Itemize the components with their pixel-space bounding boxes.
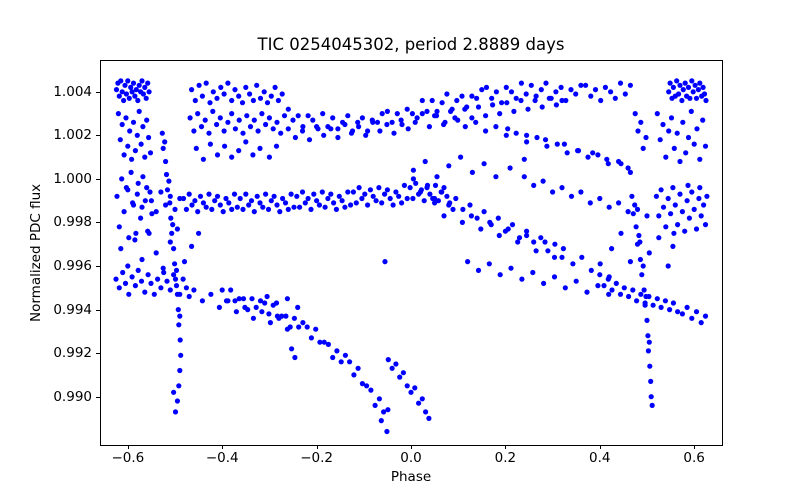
- x-tick-label: −0.6: [111, 450, 145, 466]
- y-tick-label: 0.992: [53, 345, 92, 362]
- y-tick-label: 1.000: [53, 170, 92, 187]
- axes-box: [100, 60, 723, 446]
- x-tick-label: 0.2: [494, 450, 517, 466]
- x-tick-label: 0.4: [589, 450, 611, 466]
- x-tick-label: 0.0: [400, 450, 422, 466]
- y-tick-label: 0.994: [53, 301, 92, 318]
- tick-marks: [96, 92, 695, 449]
- x-tick-label: −0.2: [300, 450, 333, 466]
- y-tick-label: 1.004: [53, 83, 92, 100]
- y-tick-label: 0.996: [53, 258, 92, 274]
- scatter-points: [113, 78, 710, 435]
- y-tick-label: 0.990: [53, 388, 92, 405]
- x-tick-label: −0.4: [205, 450, 239, 466]
- y-tick-label: 1.002: [53, 127, 92, 144]
- y-tick-label: 0.998: [53, 214, 92, 231]
- x-axis-label: Phase: [390, 469, 432, 485]
- chart-title: TIC 0254045302, period 2.8889 days: [257, 35, 565, 54]
- x-tick-label: 0.6: [683, 450, 705, 466]
